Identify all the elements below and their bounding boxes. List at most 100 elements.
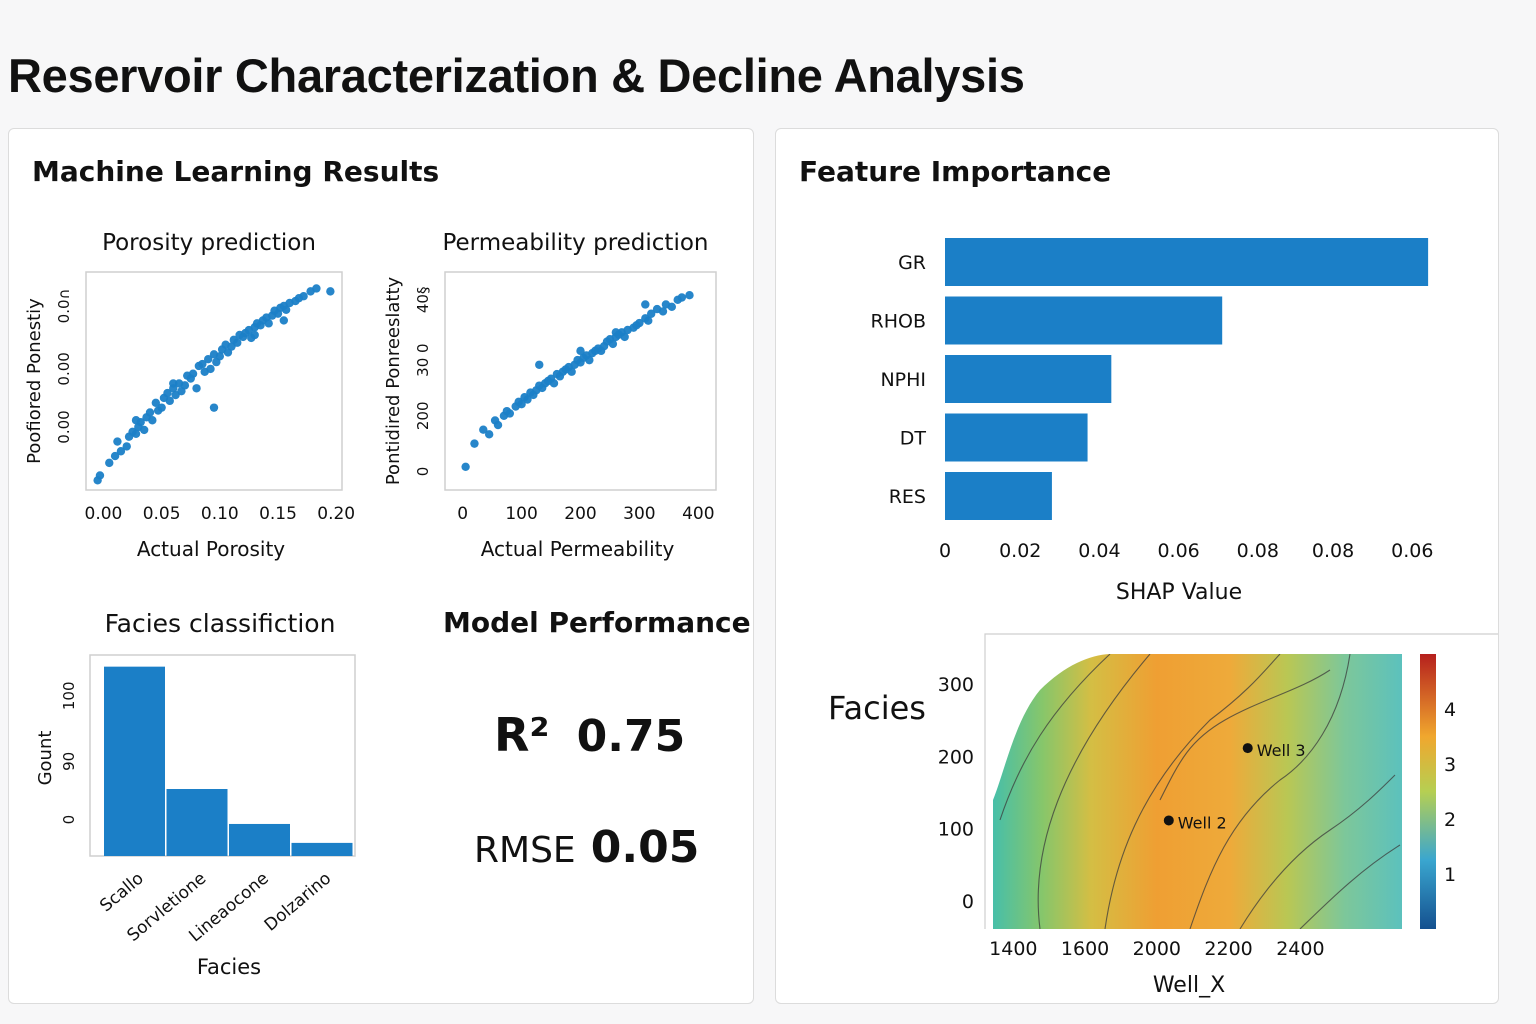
porosity-point [299,292,308,301]
porosity-ytick: 0.0∩ [55,288,73,323]
map-xtick: 1600 [1061,938,1109,960]
permeability-point [479,425,488,434]
facies-ytick: 90 [60,752,78,771]
permeability-point [585,355,594,365]
shap-bar [945,355,1112,403]
facies-bar [229,823,290,856]
shap-xtick: 0 [939,540,951,562]
shap-chart: GR RHOB NPHI DT RES 0 0.02 0.04 0.06 0.08 0.08 0.06… [871,238,1433,605]
porosity-point [165,396,174,406]
porosity-point [113,437,122,446]
permeability-xtick: 300 [623,504,655,524]
map-contour [1104,654,1281,929]
map-xtick: 2400 [1276,938,1324,960]
porosity-point [105,458,114,468]
map-title: Facies [828,689,926,727]
map-ytick: 0 [962,891,974,913]
porosity-point [281,305,291,314]
r2-value: 0.75 [576,711,686,762]
permeability-point [635,318,644,328]
porosity-xlabel: Actual Porosity [137,537,285,561]
permeability-ytick: 30 0 [414,343,432,376]
map-xtick: 1400 [989,938,1037,960]
porosity-point [163,388,172,398]
permeability-xlabel: Actual Permeability [481,537,675,561]
r2-label: R² [494,708,550,762]
facies-xlabel: Facies [197,955,261,979]
permeability-point [505,409,515,418]
porosity-point [215,352,225,361]
permeability-point [461,462,470,472]
porosity-point [122,442,131,451]
permeability-point [611,328,621,337]
porosity-point [312,284,321,293]
porosity-xtick: 0.00 [85,504,123,524]
colorbar [1420,654,1436,929]
permeability-xtick: 100 [505,504,537,524]
porosity-point [148,416,157,425]
shap-bar [945,238,1429,286]
permeability-point [644,316,653,325]
porosity-point [116,447,126,456]
permeability-ytick: 200 [414,401,432,430]
porosity-point [206,364,215,374]
facies-bar [291,842,353,856]
well-label: Well 2 [1178,813,1227,832]
permeability-ylabel: Pontidired Ponreeslatty [383,276,404,485]
map-xlabel: Well_X [1153,973,1225,998]
map-contour [999,654,1111,821]
porosity-point [157,403,166,412]
porosity-point [131,416,141,425]
feature-importance-title: Feature Importance [799,155,1112,188]
shap-bar [945,296,1223,345]
permeability-point [523,395,532,404]
porosity-point [250,330,259,340]
map-ytick: 100 [938,819,974,841]
porosity-point [95,471,105,480]
permeability-point [576,346,585,356]
rmse-value: 0.05 [590,822,700,873]
facies-ytick: 0 [60,815,78,825]
porosity-point [139,425,149,435]
porosity-point [145,408,155,417]
porosity-point [188,369,198,378]
permeability-point [470,439,479,448]
permeability-point [535,360,544,369]
porosity-title: Porosity prediction [102,230,316,256]
permeability-point [484,430,494,439]
permeability-point [646,309,656,318]
permeability-xtick: 0 [457,504,468,524]
shap-ytick: DT [900,428,927,450]
porosity-point [233,338,242,347]
r2-metric: R² 0.75 [494,708,685,762]
porosity-point [279,316,289,325]
permeability-xtick: 400 [682,504,714,524]
permeability-title: Permeability prediction [442,230,708,256]
facies-ytick: 100 [60,681,78,710]
shap-xtick: 0.08 [1312,540,1354,562]
colorbar-tick: 2 [1444,809,1456,831]
shap-xlabel: SHAP Value [1116,580,1242,605]
porosity-point [110,451,120,461]
page-title: Reservoir Characterization & Decline Ana… [8,49,1025,102]
permeability-point [677,293,687,302]
porosity-point [264,319,273,328]
model-performance-title: Model Performance [443,606,751,639]
permeability-point [641,300,650,309]
porosity-point [169,379,178,388]
porosity-ytick: 0.00 [55,352,73,385]
permeability-point [608,339,618,349]
porosity-xtick: 0.15 [259,504,297,524]
ml-results-title: Machine Learning Results [32,155,440,188]
shap-xtick: 0.06 [1391,540,1433,562]
permeability-point [567,367,576,376]
rmse-metric: RMSE 0.05 [474,822,699,873]
permeability-point [620,332,629,342]
permeability-chart: Permeability prediction Actual Permeabili… [383,230,717,561]
porosity-point [326,287,335,296]
shap-ytick: RHOB [871,311,926,333]
facies-map-chart: Facies 0 100 200 300 1400 1600 2000 2200 2400 Well… [828,633,1498,998]
map-contour [1037,654,1151,929]
porosity-point [131,429,141,439]
